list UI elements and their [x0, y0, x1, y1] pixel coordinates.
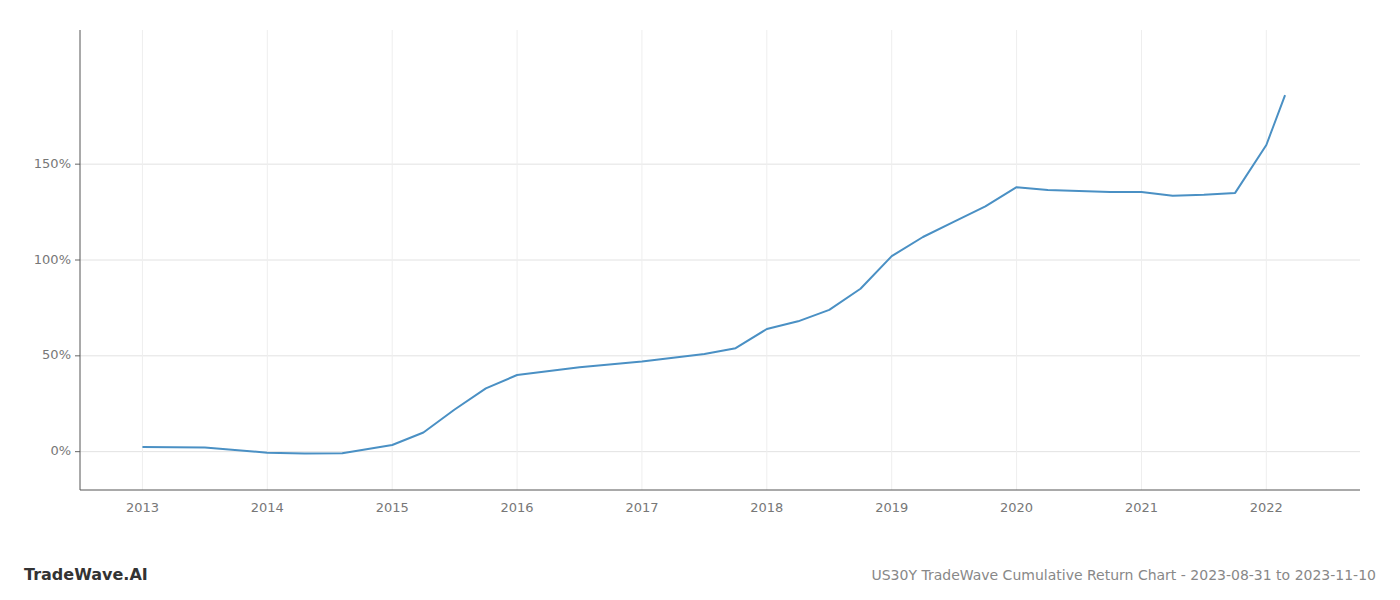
- grid-line: [142, 30, 143, 490]
- tick-label: 150%: [34, 156, 71, 171]
- footer: TradeWave.AI US30Y TradeWave Cumulative R…: [24, 565, 1376, 584]
- grid-line: [1141, 30, 1142, 490]
- tick-label: 2019: [875, 500, 908, 515]
- plot-area: [142, 95, 1285, 453]
- grid-line: [267, 30, 268, 490]
- grid: [80, 30, 1360, 490]
- tick-label: 100%: [34, 252, 71, 267]
- tick-label: 2016: [501, 500, 534, 515]
- tick-mark: [75, 260, 80, 261]
- title: US30Y TradeWave Cumulative Return Chart …: [871, 567, 1376, 583]
- grid-line: [80, 355, 1360, 356]
- chart-container: 0% 50% 100% 150% 2013 2014 2015 2016 2017 2018 201…: [0, 0, 1400, 600]
- line: [142, 95, 1285, 453]
- tick-label: 2020: [1000, 500, 1033, 515]
- tick-label: 2014: [251, 500, 284, 515]
- grid-line: [80, 164, 1360, 165]
- grid-line: [1266, 30, 1267, 490]
- tick-label: 0%: [50, 443, 71, 458]
- watermark: TradeWave.AI: [24, 565, 148, 584]
- axes: 0% 50% 100% 150% 2013 2014 2015 2016 2017 2018 201…: [34, 30, 1360, 515]
- tick-label: 2021: [1125, 500, 1158, 515]
- grid-line: [766, 30, 767, 490]
- tick-label: 2018: [750, 500, 783, 515]
- grid-line: [392, 30, 393, 490]
- tick-label: 2022: [1250, 500, 1283, 515]
- tick-label: 50%: [42, 347, 71, 362]
- tick-label: 2013: [126, 500, 159, 515]
- tick-label: 2017: [625, 500, 658, 515]
- grid-line: [80, 260, 1360, 261]
- tick-mark: [75, 355, 80, 356]
- grid-line: [517, 30, 518, 490]
- tick-mark: [75, 451, 80, 452]
- tick-mark: [75, 164, 80, 165]
- grid-line: [641, 30, 642, 490]
- grid-line: [1016, 30, 1017, 490]
- tick-label: 2015: [376, 500, 409, 515]
- grid-line: [891, 30, 892, 490]
- x-axis-line: [80, 490, 1360, 491]
- chart: 0% 50% 100% 150% 2013 2014 2015 2016 2017 2018 201…: [0, 0, 1400, 600]
- y-axis-line: [80, 30, 81, 490]
